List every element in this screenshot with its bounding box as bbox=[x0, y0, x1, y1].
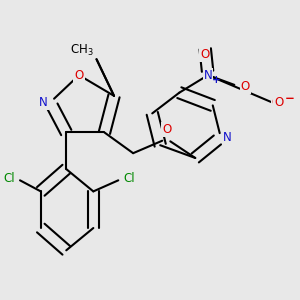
Text: −: − bbox=[285, 92, 295, 105]
Text: Cl: Cl bbox=[124, 172, 135, 185]
Text: O: O bbox=[200, 48, 209, 61]
Text: O: O bbox=[272, 96, 281, 109]
Text: O: O bbox=[162, 123, 171, 136]
Text: N: N bbox=[204, 69, 212, 82]
Text: O: O bbox=[274, 96, 283, 109]
Text: N: N bbox=[223, 131, 232, 144]
Text: O: O bbox=[74, 69, 84, 82]
Text: CH$_3$: CH$_3$ bbox=[70, 43, 93, 58]
Text: N: N bbox=[39, 96, 48, 109]
Text: O: O bbox=[241, 80, 250, 93]
Text: Cl: Cl bbox=[4, 172, 15, 185]
Text: +: + bbox=[212, 75, 220, 85]
